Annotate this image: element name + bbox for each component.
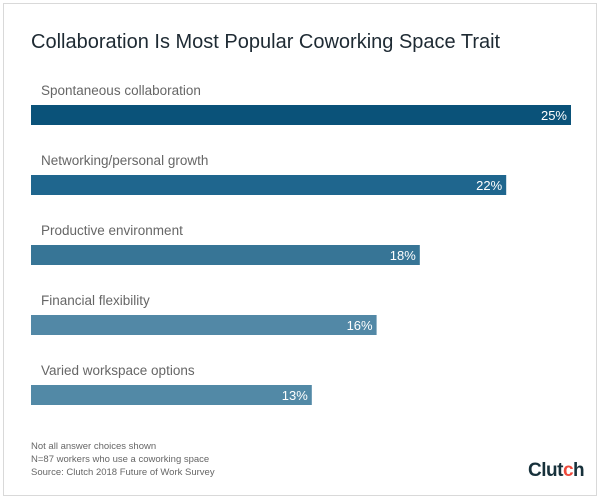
data-label: 22% — [476, 178, 502, 193]
data-label: 16% — [347, 318, 373, 333]
category-label: Productive environment — [41, 223, 183, 238]
category-label: Networking/personal growth — [41, 153, 208, 168]
bar — [31, 315, 377, 335]
bar — [31, 105, 571, 125]
sample-note: N=87 workers who use a coworking space — [31, 454, 210, 465]
data-label: 25% — [541, 108, 567, 123]
bar — [31, 385, 312, 405]
footnote: Not all answer choices shown — [31, 441, 157, 452]
bar — [31, 175, 507, 195]
data-label: 18% — [390, 248, 416, 263]
category-label: Varied workspace options — [41, 363, 195, 378]
bar — [31, 245, 420, 265]
chart-title: Collaboration Is Most Popular Coworking … — [31, 31, 501, 53]
category-label: Spontaneous collaboration — [41, 83, 201, 98]
source-note: Source: Clutch 2018 Future of Work Surve… — [31, 467, 215, 478]
clutch-logo: Clutch — [528, 460, 585, 481]
category-label: Financial flexibility — [41, 293, 150, 308]
data-label: 13% — [282, 388, 308, 403]
